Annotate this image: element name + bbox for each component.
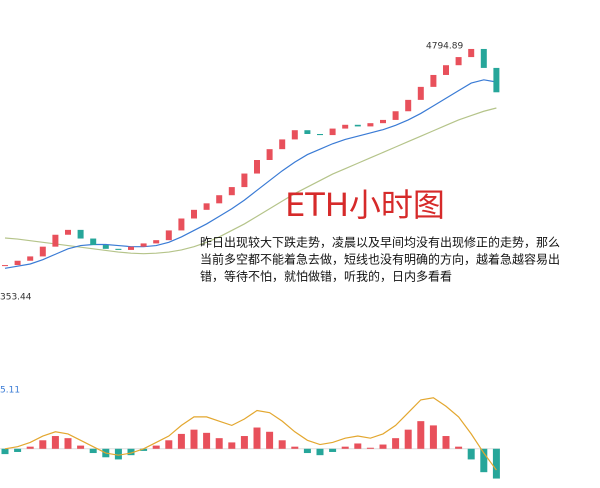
low-label: 353.44 <box>0 293 32 303</box>
candle <box>367 123 374 127</box>
macd-bar <box>341 446 349 449</box>
macd-bar <box>203 432 211 449</box>
annotation-line: 当前多空都不能着急去做，短线也没有明确的方向，越着急越容易出 <box>200 252 560 267</box>
macd-bar <box>379 444 387 449</box>
macd-line <box>4 397 497 471</box>
candle <box>468 48 475 58</box>
candle <box>417 86 424 100</box>
candle <box>191 209 197 219</box>
candle <box>354 124 361 127</box>
candle <box>14 260 21 266</box>
macd-bar <box>64 438 72 449</box>
macd-bar <box>303 448 311 454</box>
macd-bar <box>417 421 425 449</box>
candle <box>329 128 336 136</box>
candle <box>493 67 500 93</box>
macd-bar <box>140 448 148 451</box>
candle <box>405 99 412 112</box>
candle <box>430 74 437 87</box>
macd-bar <box>266 431 274 449</box>
macd-bar <box>39 440 47 449</box>
candle <box>291 130 298 140</box>
macd-bar <box>480 448 488 473</box>
macd-bar <box>152 445 160 449</box>
candle <box>52 234 59 247</box>
candle <box>266 149 273 160</box>
candle <box>203 203 210 210</box>
candle <box>128 246 134 250</box>
candle <box>392 111 399 120</box>
candle <box>178 218 185 231</box>
candle <box>443 65 449 75</box>
indicator-label: 5.11 <box>0 386 20 396</box>
candle <box>455 57 462 66</box>
candle <box>380 119 386 124</box>
candle <box>165 230 172 241</box>
macd-bar <box>240 436 248 449</box>
macd-bar <box>14 448 22 452</box>
macd-bar <box>77 445 85 449</box>
candle <box>480 48 487 68</box>
candle <box>140 243 147 247</box>
high-label: 4794.89 <box>426 42 463 52</box>
moving-average <box>4 107 497 255</box>
macd-bar <box>89 448 97 454</box>
macd-bar <box>215 438 223 449</box>
moving-average <box>4 79 497 269</box>
candle <box>228 187 235 196</box>
candle <box>90 238 97 246</box>
annotation-line: 昨日出现较大下跌走势，凌晨以及早间均没有出现修正的走势，那么 <box>200 235 560 250</box>
macd-bar <box>442 436 450 449</box>
macd-bar <box>404 429 412 449</box>
macd-bar <box>354 443 362 449</box>
macd-bar <box>329 448 337 452</box>
chart-title: ETH小时图 <box>285 186 445 224</box>
macd-bar <box>253 427 261 449</box>
macd-bar <box>114 448 122 460</box>
candle <box>304 130 311 134</box>
candle <box>65 229 71 235</box>
candle <box>153 240 160 244</box>
macd-bar <box>228 442 236 449</box>
candle <box>27 256 34 261</box>
candle <box>115 248 122 250</box>
candle <box>241 173 248 188</box>
macd-bar <box>467 448 475 460</box>
macd-bar <box>392 438 400 449</box>
macd-bar <box>51 436 59 449</box>
annotation-line: 错，等待不怕，就怕做错，听我的，日内多看看 <box>200 269 452 284</box>
macd-bar <box>429 425 437 449</box>
candle <box>39 246 46 257</box>
candle <box>102 245 109 249</box>
macd-bar <box>492 448 500 479</box>
macd-bar <box>316 448 324 456</box>
candle <box>279 139 286 150</box>
macd-bar <box>278 440 286 449</box>
macd-bar <box>127 448 135 456</box>
macd-bar <box>26 446 34 449</box>
candle <box>2 265 8 267</box>
macd-bar <box>177 433 185 449</box>
candle <box>77 229 84 239</box>
candle <box>317 134 323 136</box>
macd-bar <box>455 446 463 449</box>
macd-bar <box>291 446 299 449</box>
macd-bar <box>190 429 198 449</box>
candle <box>342 124 349 129</box>
macd-bar <box>165 440 173 449</box>
macd-bar <box>366 447 374 449</box>
candle <box>254 160 260 174</box>
candle <box>216 195 223 204</box>
macd-bar <box>1 448 9 455</box>
